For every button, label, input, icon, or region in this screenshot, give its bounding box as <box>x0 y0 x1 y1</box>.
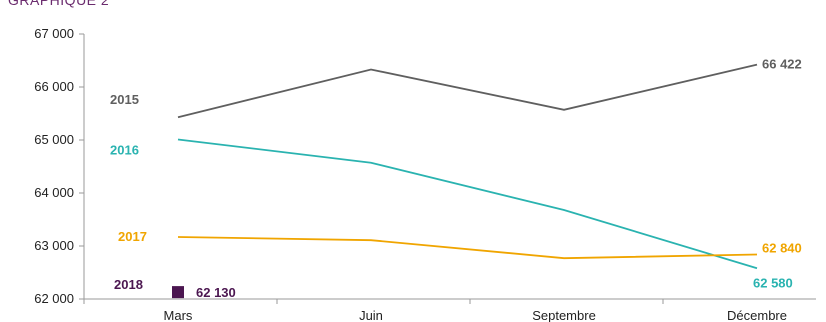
series-name-label: 2016 <box>110 142 139 157</box>
series-name-label: 2018 <box>114 277 143 292</box>
axes: 62 000 63 000 64 000 65 000 66 000 67 000 Mars… <box>34 26 816 322</box>
series-line-2016 <box>177 138 758 270</box>
chart-title: GRAPHIQUE 2 <box>8 0 110 8</box>
series-lines <box>172 63 758 299</box>
y-tick-label: 65 000 <box>34 132 74 147</box>
y-tick-label: 66 000 <box>34 79 74 94</box>
x-tick-label: Décembre <box>727 308 787 322</box>
data-label: 66 422 <box>762 57 802 72</box>
series-name-label: 2017 <box>118 229 147 244</box>
y-tick-label: 67 000 <box>34 26 74 41</box>
data-label: 62 840 <box>762 240 802 255</box>
x-tick-label: Juin <box>359 308 383 322</box>
y-tick-label: 64 000 <box>34 185 74 200</box>
series-line-2017 <box>177 236 758 260</box>
series-line-2015 <box>177 63 758 119</box>
series-name-label: 2015 <box>110 92 139 107</box>
data-point-2018 <box>172 286 184 299</box>
x-tick-label: Septembre <box>532 308 596 322</box>
data-label: 62 130 <box>196 285 236 300</box>
y-tick-label: 63 000 <box>34 238 74 253</box>
data-label: 62 580 <box>753 275 793 290</box>
labels: 2015 66 422 2016 62 580 2017 62 840 2018 62 130 <box>110 57 802 300</box>
y-tick-label: 62 000 <box>34 291 74 306</box>
x-tick-label: Mars <box>164 308 193 322</box>
